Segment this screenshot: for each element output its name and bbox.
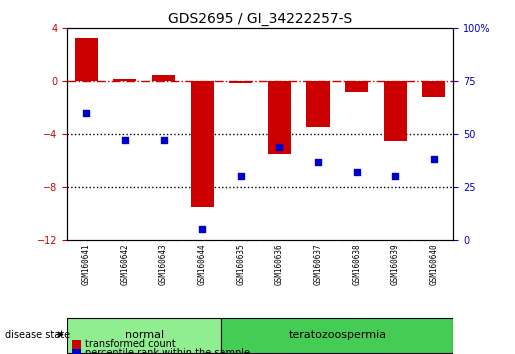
Bar <box>191 81 214 207</box>
Text: GSM160636: GSM160636 <box>275 244 284 285</box>
Bar <box>345 81 368 92</box>
Text: GSM160641: GSM160641 <box>82 244 91 285</box>
Bar <box>229 81 252 82</box>
Text: GSM160644: GSM160644 <box>198 244 207 285</box>
Bar <box>268 81 291 154</box>
Point <box>82 110 91 116</box>
Text: GSM160638: GSM160638 <box>352 244 361 285</box>
Bar <box>306 81 330 127</box>
Text: disease state: disease state <box>5 330 70 339</box>
Text: GSM160639: GSM160639 <box>391 244 400 285</box>
Text: GSM160635: GSM160635 <box>236 244 245 285</box>
Text: GSM160637: GSM160637 <box>314 244 322 285</box>
Text: percentile rank within the sample: percentile rank within the sample <box>85 348 250 354</box>
Bar <box>422 81 445 97</box>
Point <box>314 159 322 164</box>
Text: teratozoospermia: teratozoospermia <box>288 330 386 340</box>
Text: GSM160643: GSM160643 <box>159 244 168 285</box>
Bar <box>152 75 175 81</box>
Point <box>159 138 167 143</box>
Bar <box>113 79 136 81</box>
Text: transformed count: transformed count <box>85 339 176 349</box>
Text: GSM160642: GSM160642 <box>121 244 129 285</box>
Text: normal: normal <box>125 330 164 340</box>
Text: GSM160640: GSM160640 <box>430 244 438 285</box>
Point <box>430 156 438 162</box>
Point <box>198 227 206 232</box>
Bar <box>75 38 98 81</box>
FancyBboxPatch shape <box>67 318 221 353</box>
FancyBboxPatch shape <box>221 318 453 353</box>
Point <box>352 169 360 175</box>
Title: GDS2695 / GI_34222257-S: GDS2695 / GI_34222257-S <box>168 12 352 26</box>
Point <box>275 144 283 150</box>
Bar <box>384 81 407 141</box>
Point <box>391 173 400 179</box>
Point <box>121 138 129 143</box>
Point <box>236 173 245 179</box>
